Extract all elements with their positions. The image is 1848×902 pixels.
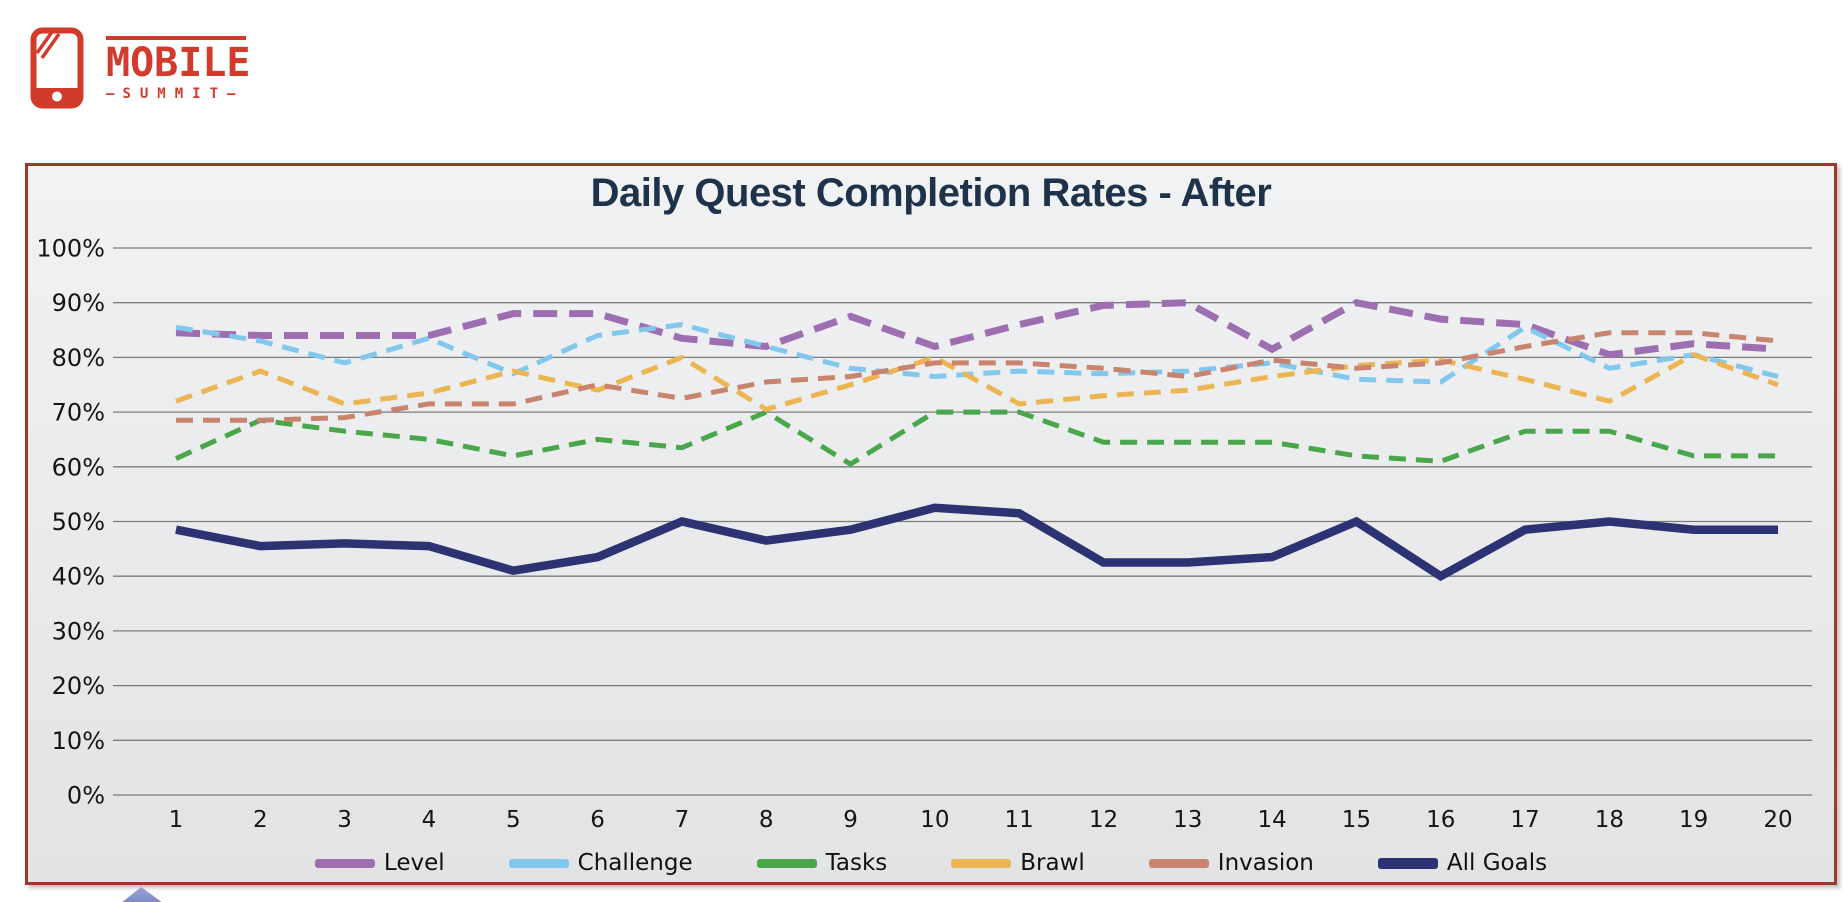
x-tick-label: 2 <box>253 807 268 833</box>
series-line-brawl <box>175 351 1779 413</box>
chart-title: Daily Quest Completion Rates - After <box>590 171 1272 215</box>
y-tick-label: 80% <box>52 344 105 372</box>
legend-label: Challenge <box>577 850 693 876</box>
series-line-all-goals <box>175 503 1778 582</box>
chart-legend: Level Challenge Tasks Brawl Invasion All Goal… <box>28 850 1834 876</box>
x-tick-label: 12 <box>1089 807 1118 833</box>
legend-label: Tasks <box>825 850 888 876</box>
legend-label: Level <box>383 850 445 876</box>
x-tick-label: 9 <box>843 807 858 833</box>
chart-panel: 0% 10% 20% 30% 40% 50% 60% 70% 80% 90% 100% 1 2 3 4 5 6 7… <box>25 163 1837 885</box>
x-tick-label: 14 <box>1257 807 1286 833</box>
x-tick-label: 7 <box>675 807 690 833</box>
series-line-tasks <box>174 409 1778 468</box>
legend-item-brawl: Brawl <box>951 850 1085 876</box>
legend-swatch <box>756 858 817 868</box>
x-tick-label: 3 <box>337 807 352 833</box>
x-tick-label: 20 <box>1763 807 1792 833</box>
y-tick-label: 90% <box>52 289 105 317</box>
legend-swatch <box>1148 858 1209 868</box>
phone-icon <box>30 27 84 109</box>
x-tick-label: 4 <box>422 807 437 833</box>
legend-item-level: Level <box>314 850 445 876</box>
legend-swatch <box>508 858 569 868</box>
series-line-level <box>175 299 1779 359</box>
legend-item-tasks: Tasks <box>756 850 888 876</box>
line-chart: 0%10%20%30%40%50%60%70%80%90%100%1 2 3 4 5 6 7… <box>36 235 1812 833</box>
legend-item-invasion: Invasion <box>1148 850 1314 876</box>
y-tick-label: 20% <box>52 672 105 700</box>
logo-rule <box>106 36 246 40</box>
legend-label: All Goals <box>1446 850 1548 876</box>
x-tick-label: 16 <box>1426 807 1455 833</box>
x-tick-label: 8 <box>759 807 774 833</box>
logo-dash-left: — <box>106 86 115 102</box>
x-tick-label: 11 <box>1005 807 1034 833</box>
x-tick-label: 17 <box>1510 807 1539 833</box>
y-tick-label: 40% <box>52 563 105 591</box>
series-line-challenge <box>175 322 1779 385</box>
legend-swatch <box>951 858 1012 868</box>
logo-subtitle: — SUMMIT — <box>106 86 254 102</box>
y-tick-label: 0% <box>67 782 105 810</box>
logo-sub-text: SUMMIT <box>122 86 228 102</box>
x-tick-label: 5 <box>506 807 521 833</box>
x-tick-label: 1 <box>169 807 184 833</box>
legend-label: Brawl <box>1020 850 1085 876</box>
logo-brand: MOBILE <box>106 40 251 86</box>
y-tick-label: 60% <box>52 453 105 481</box>
logo-text: MOBILE — SUMMIT — <box>106 26 254 110</box>
x-tick-label: 19 <box>1679 807 1708 833</box>
series-line-invasion <box>176 330 1779 423</box>
x-tick-label: 15 <box>1342 807 1371 833</box>
y-tick-label: 70% <box>52 399 105 427</box>
logo-dash-right: — <box>227 86 236 102</box>
x-tick-label: 18 <box>1595 807 1624 833</box>
legend-swatch <box>314 858 375 868</box>
legend-swatch <box>1377 857 1438 869</box>
x-tick-label: 13 <box>1173 807 1202 833</box>
legend-item-all-goals: All Goals <box>1377 850 1548 876</box>
x-tick-label: 10 <box>920 807 949 833</box>
y-tick-label: 30% <box>52 617 105 645</box>
mobile-summit-logo: MOBILE — SUMMIT — <box>30 26 254 110</box>
x-tick-label: 6 <box>590 807 605 833</box>
y-tick-label: 100% <box>36 235 105 263</box>
decorative-triangle <box>121 887 163 902</box>
y-tick-label: 50% <box>52 508 105 536</box>
legend-label: Invasion <box>1217 850 1314 876</box>
y-tick-label: 10% <box>52 727 105 755</box>
legend-item-challenge: Challenge <box>508 850 693 876</box>
